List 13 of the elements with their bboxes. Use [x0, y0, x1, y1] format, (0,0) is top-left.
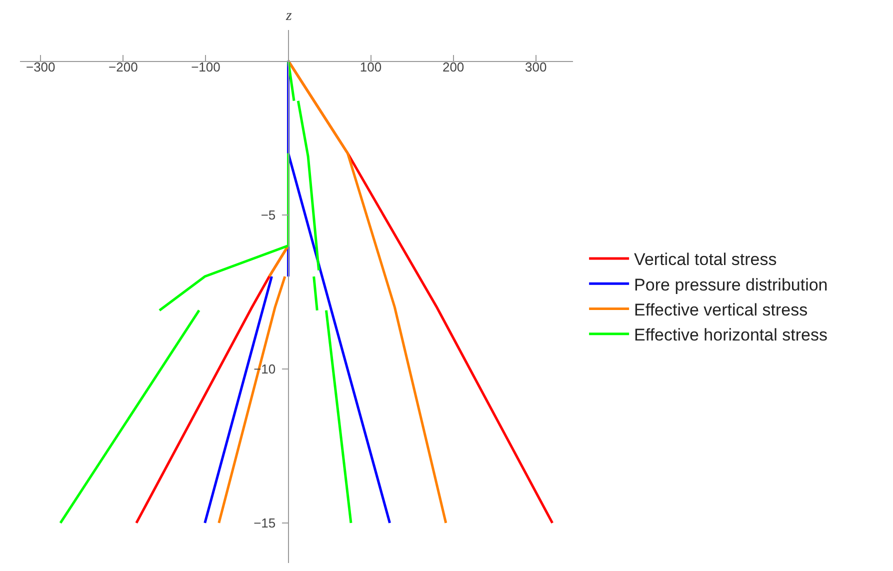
x-tick-label: 200: [442, 59, 464, 74]
x-tick-label: −300: [26, 59, 56, 74]
legend-label: Vertical total stress: [634, 250, 777, 270]
legend-label: Effective horizontal stress: [634, 325, 828, 344]
x-tick-label: −200: [108, 59, 138, 74]
legend-label: Pore pressure distribution: [634, 275, 828, 294]
legend-label: Effective vertical stress: [634, 300, 808, 320]
x-tick-label: 100: [360, 59, 382, 74]
y-tick-label: −5: [260, 207, 276, 222]
y-axis-title: z: [285, 8, 292, 24]
x-tick-label: −100: [191, 59, 220, 74]
x-tick-label: 300: [525, 59, 547, 74]
y-tick-label: −15: [254, 516, 276, 530]
